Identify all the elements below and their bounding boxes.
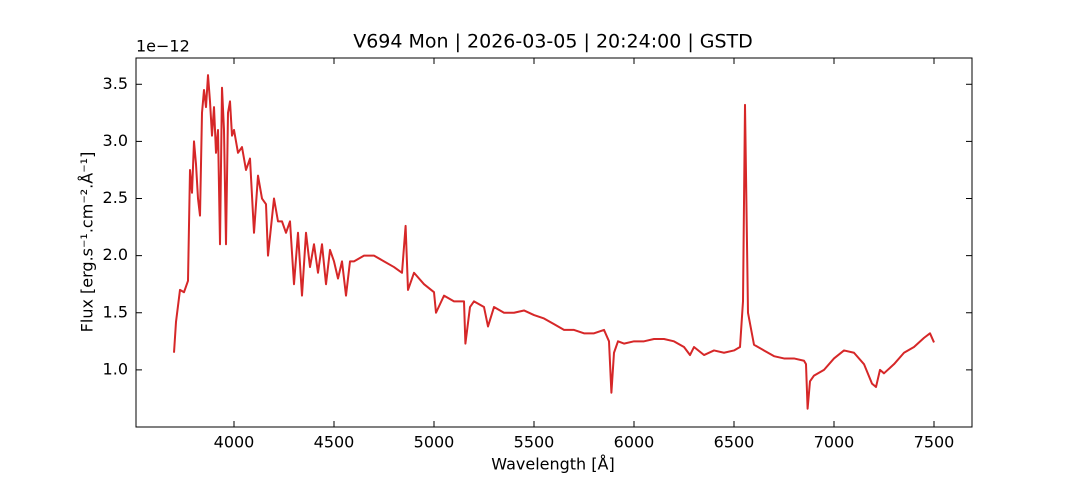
x-tick-label: 6000 bbox=[614, 433, 655, 452]
y-tick-label: 2.0 bbox=[103, 245, 128, 264]
x-axis-label: Wavelength [Å] bbox=[491, 455, 614, 474]
x-tick-label: 5000 bbox=[414, 433, 455, 452]
y-tick-label: 1.0 bbox=[103, 359, 128, 378]
y-tick-label: 1.5 bbox=[103, 302, 128, 321]
x-tick-label: 5500 bbox=[514, 433, 555, 452]
y-tick-label: 3.5 bbox=[103, 74, 128, 93]
y-offset-label: 1e−12 bbox=[136, 37, 190, 56]
plot-frame bbox=[135, 57, 973, 428]
x-tick-label: 7500 bbox=[914, 433, 955, 452]
x-tick-label: 7000 bbox=[814, 433, 855, 452]
spectrum-line bbox=[173, 74, 935, 410]
y-tick-label: 3.0 bbox=[103, 131, 128, 150]
x-tick-label: 6500 bbox=[714, 433, 755, 452]
x-tick-label: 4500 bbox=[314, 433, 355, 452]
y-axis-label: Flux [erg.s⁻¹.cm⁻².Å⁻¹] bbox=[78, 152, 97, 333]
chart-title: V694 Mon | 2026-03-05 | 20:24:00 | GSTD bbox=[353, 31, 753, 53]
x-tick-label: 4000 bbox=[214, 433, 255, 452]
y-tick-label: 2.5 bbox=[103, 188, 128, 207]
